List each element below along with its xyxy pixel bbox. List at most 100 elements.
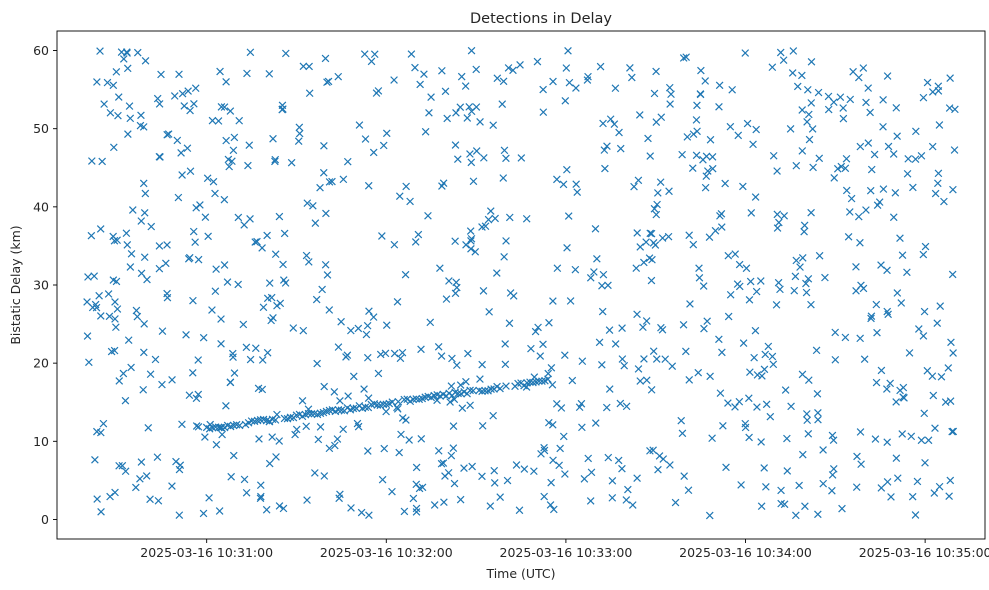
x-tick-label: 2025-03-16 10:33:00 [500, 545, 633, 560]
data-point [814, 510, 822, 519]
data-point [307, 410, 316, 418]
data-point [800, 227, 808, 236]
data-point [223, 278, 232, 286]
data-point [837, 162, 846, 171]
data-point [867, 314, 875, 323]
data-point [534, 323, 542, 332]
data-point [137, 269, 146, 278]
data-point [229, 353, 237, 361]
data-point [453, 283, 461, 292]
data-point [560, 351, 569, 359]
data-point [548, 380, 557, 389]
data-point [726, 122, 735, 131]
y-tick-label: 10 [33, 434, 49, 449]
data-point [229, 451, 238, 460]
data-point [608, 494, 617, 502]
data-point [573, 188, 582, 197]
data-point [139, 123, 148, 131]
data-point [746, 368, 754, 376]
data-point [409, 395, 418, 404]
data-point [598, 281, 606, 290]
data-point [378, 475, 387, 484]
data-point [935, 482, 944, 491]
data-point [666, 461, 674, 469]
data-point [814, 88, 823, 97]
data-point [852, 263, 860, 271]
data-point [438, 182, 446, 190]
data-point [578, 357, 587, 366]
data-point [325, 444, 334, 453]
data-point [824, 105, 833, 114]
data-point [838, 504, 846, 513]
data-point [447, 451, 456, 460]
data-point [363, 353, 372, 362]
data-point [752, 287, 761, 296]
data-point [286, 413, 295, 422]
data-point [211, 189, 219, 198]
data-point [263, 231, 271, 240]
data-point [465, 103, 474, 111]
data-point [756, 277, 765, 285]
data-point [603, 142, 611, 151]
data-point [545, 318, 553, 327]
data-point [639, 323, 647, 332]
data-point [401, 270, 410, 279]
data-point [796, 263, 804, 271]
data-point [798, 106, 807, 114]
data-point [478, 472, 486, 481]
data-point [548, 420, 557, 429]
data-point [456, 103, 465, 111]
data-point [467, 158, 476, 167]
data-point [369, 148, 378, 157]
data-point [522, 214, 531, 223]
data-point [731, 250, 740, 258]
data-point [536, 352, 545, 360]
data-point [768, 63, 777, 72]
data-point [636, 377, 645, 385]
data-point [648, 255, 656, 264]
data-point [893, 132, 901, 141]
data-point [892, 104, 901, 112]
data-point [188, 368, 197, 377]
data-point [280, 229, 289, 238]
data-point [367, 57, 376, 66]
data-point [175, 465, 184, 474]
data-point [695, 264, 703, 272]
data-point [468, 462, 476, 471]
data-point [599, 270, 608, 279]
data-point [563, 165, 571, 174]
data-points [83, 46, 959, 520]
data-point [807, 300, 815, 309]
data-point [311, 469, 319, 477]
data-point [862, 206, 870, 214]
data-point [903, 169, 912, 178]
data-point [812, 346, 821, 355]
data-point [847, 194, 856, 203]
data-point [325, 406, 334, 415]
data-point [883, 385, 891, 393]
data-point [258, 356, 267, 364]
data-point [456, 495, 465, 504]
data-point [192, 394, 201, 403]
data-point [448, 354, 456, 363]
data-point [175, 511, 184, 519]
data-point [292, 425, 301, 434]
data-point [382, 407, 390, 416]
data-point [330, 388, 339, 396]
data-point [146, 495, 154, 504]
data-point [866, 186, 875, 195]
data-point [414, 230, 423, 239]
data-point [636, 243, 645, 251]
data-point [273, 301, 281, 310]
data-point [836, 93, 845, 101]
data-point [553, 264, 562, 273]
data-point [412, 508, 421, 516]
data-point [253, 416, 262, 425]
data-point [85, 358, 93, 367]
data-point [945, 104, 954, 112]
data-point [294, 137, 303, 146]
data-point [140, 253, 149, 262]
data-point [614, 456, 623, 465]
data-point [604, 453, 613, 462]
data-point [275, 437, 284, 445]
